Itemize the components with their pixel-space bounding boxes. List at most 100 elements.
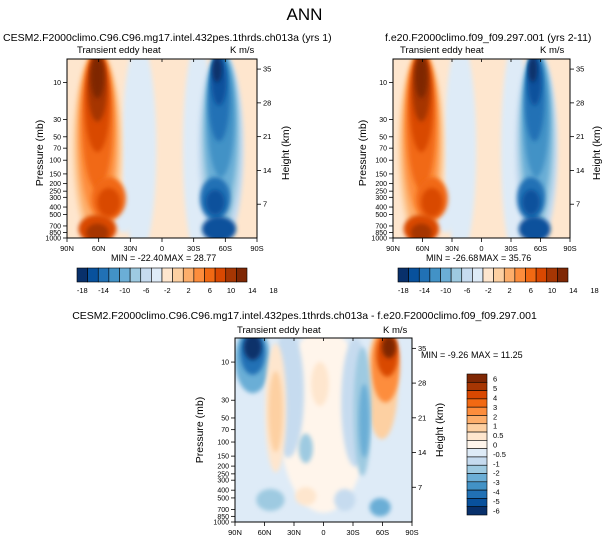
y-tick-label: 10: [221, 360, 229, 367]
x-tick-label: 30N: [123, 244, 137, 253]
colorbar-label: 6: [493, 375, 497, 384]
colorbar-box: [535, 267, 548, 283]
colorbar-box: [129, 267, 142, 283]
x-tick-label: 0: [160, 244, 164, 253]
y-tick-label: 10: [379, 80, 387, 87]
panel-a-plot-area: 90N 60N 30N 0 30S 60S 90S103050701001502002503…: [45, 58, 271, 253]
y-tick-label: 400: [49, 205, 61, 212]
colorbar-box: [214, 267, 227, 283]
x-tick-label: 90N: [228, 528, 242, 537]
panel-a-subtitle: Transient eddy heat: [77, 45, 161, 56]
panel-c: CESM2.F2000climo.C96.C96.mg17.intel.432p…: [72, 310, 537, 537]
y-tick-label: 50: [53, 134, 61, 141]
panel-b-ylabel: Pressure (mb): [357, 120, 369, 187]
x-tick-label: 30N: [287, 528, 301, 537]
colorbar-box: [466, 406, 488, 416]
colorbar-label: 0: [493, 441, 497, 450]
panel-c-max: MAX = 11.25: [471, 350, 523, 360]
y-tick-label: 500: [217, 495, 229, 502]
panel-a: CESM2.F2000climo.C96.C96.mg17.intel.432p…: [3, 32, 332, 295]
colorbar-box: [466, 489, 488, 499]
panel-c-units: K m/s: [383, 325, 408, 336]
colorbar-label: -5: [493, 497, 500, 506]
colorbar-label: 1: [493, 422, 497, 431]
colorbar-box: [466, 415, 488, 425]
y-tick-label: 10: [53, 80, 61, 87]
colorbar-box: [466, 398, 488, 408]
panel-c-min: MIN = -9.26: [421, 350, 468, 360]
contour-fill: [205, 189, 225, 215]
panel-b-title: f.e20.F2000climo.f09_f09.297.001 (yrs 2-…: [385, 32, 591, 44]
x-tick-label: 90N: [386, 244, 400, 253]
y-tick-label: 1000: [371, 236, 387, 243]
colorbar-box: [472, 267, 484, 283]
y-tick-label: 700: [49, 223, 61, 230]
colorbar-box: [108, 267, 120, 283]
panel-b: f.e20.F2000climo.f09_f09.297.001 (yrs 2-…: [357, 32, 603, 295]
height-tick-label: 14: [418, 448, 426, 457]
height-tick-label: 28: [576, 98, 584, 107]
colorbar-label: 3: [493, 403, 497, 412]
panel-a-title: CESM2.F2000climo.C96.C96.mg17.intel.432p…: [3, 32, 332, 44]
x-tick-label: 90S: [563, 244, 576, 253]
y-tick-label: 150: [375, 171, 387, 178]
colorbar-box: [450, 267, 463, 283]
x-tick-label: 60N: [416, 244, 430, 253]
height-tick-label: 35: [576, 65, 584, 74]
x-tick-label: 30S: [346, 528, 359, 537]
colorbar-box: [429, 267, 441, 283]
panel-c-title: CESM2.F2000climo.C96.C96.mg17.intel.432p…: [72, 310, 537, 322]
contour-fill: [86, 223, 109, 238]
colorbar-label: 6: [208, 286, 212, 295]
x-tick-label: 30S: [187, 244, 200, 253]
colorbar-box: [466, 390, 488, 400]
y-tick-label: 1000: [213, 520, 229, 527]
y-tick-label: 700: [375, 223, 387, 230]
x-tick-label: 0: [479, 244, 483, 253]
colorbar-box: [466, 506, 488, 516]
y-tick-label: 200: [217, 464, 229, 471]
panel-b-units: K m/s: [540, 45, 565, 56]
y-tick-label: 500: [49, 212, 61, 219]
height-tick-label: 28: [263, 98, 271, 107]
panel-c-subtitle: Transient eddy heat: [237, 325, 321, 336]
colorbar-box: [503, 267, 516, 283]
colorbar-box: [466, 423, 488, 433]
contour-fill: [295, 487, 317, 506]
y-tick-label: 200: [49, 181, 61, 188]
x-tick-label: 60S: [219, 244, 232, 253]
colorbar-box: [525, 267, 537, 283]
contour-fill: [421, 187, 443, 217]
height-tick-label: 14: [576, 166, 584, 175]
page-title: ANN: [287, 5, 323, 24]
colorbar-label: 18: [269, 286, 277, 295]
colorbar-label: -10: [440, 286, 451, 295]
contour-fill: [122, 59, 157, 238]
panel-a-ylabel: Pressure (mb): [34, 120, 46, 187]
panel-b-ylabel-right: Height (km): [591, 126, 603, 180]
contour-fill: [90, 59, 105, 99]
contour-fill: [381, 338, 397, 359]
field: [235, 338, 412, 522]
contour-fill: [415, 59, 428, 99]
colorbar-box: [466, 381, 488, 391]
y-tick-label: 300: [375, 195, 387, 202]
y-tick-label: 70: [221, 427, 229, 434]
colorbar-label: -2: [493, 469, 500, 478]
y-tick-label: 70: [53, 146, 61, 153]
colorbar-label: -2: [485, 286, 492, 295]
colorbar-box: [440, 267, 452, 283]
y-tick-label: 150: [217, 454, 229, 461]
colorbar-box: [466, 431, 488, 441]
colorbar-box: [466, 373, 488, 383]
colorbar-label: -2: [164, 286, 171, 295]
colorbar-box: [408, 267, 420, 283]
y-tick-label: 850: [375, 230, 387, 237]
contour-fill: [522, 189, 540, 215]
x-tick-label: 60N: [258, 528, 272, 537]
x-tick-label: 60N: [92, 244, 106, 253]
colorbar-label: -10: [119, 286, 130, 295]
contour-fill: [518, 216, 551, 238]
colorbar-label: -14: [98, 286, 109, 295]
